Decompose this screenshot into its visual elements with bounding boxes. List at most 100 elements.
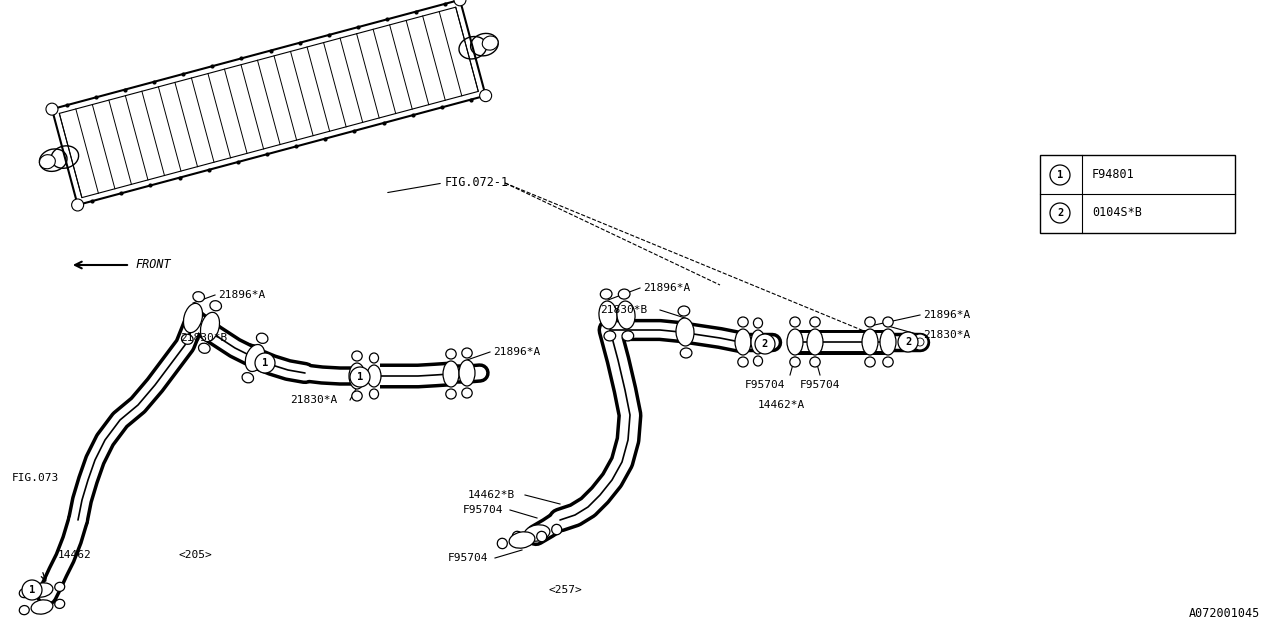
Ellipse shape — [600, 289, 612, 299]
Text: 1: 1 — [29, 585, 35, 595]
Ellipse shape — [790, 357, 800, 367]
Circle shape — [22, 580, 42, 600]
Circle shape — [255, 353, 275, 373]
Text: 1: 1 — [1057, 170, 1064, 180]
Text: F95704: F95704 — [800, 380, 841, 390]
Circle shape — [755, 334, 774, 354]
Ellipse shape — [31, 583, 52, 597]
Ellipse shape — [462, 388, 472, 398]
Ellipse shape — [246, 344, 265, 371]
Ellipse shape — [881, 329, 896, 355]
Text: F95704: F95704 — [463, 505, 503, 515]
Text: 2: 2 — [905, 337, 911, 347]
Text: 21830*A: 21830*A — [291, 395, 337, 405]
Text: <205>: <205> — [178, 550, 212, 560]
Ellipse shape — [787, 329, 803, 355]
Circle shape — [899, 332, 918, 352]
Text: 0104S*B: 0104S*B — [1092, 207, 1142, 220]
Ellipse shape — [19, 589, 29, 598]
Ellipse shape — [790, 317, 800, 327]
Ellipse shape — [198, 343, 210, 353]
Bar — [1039, 155, 1235, 233]
Circle shape — [911, 334, 928, 350]
Ellipse shape — [865, 357, 876, 367]
Ellipse shape — [754, 356, 763, 366]
Ellipse shape — [680, 348, 692, 358]
Ellipse shape — [599, 301, 617, 329]
Text: FRONT: FRONT — [134, 259, 170, 271]
Ellipse shape — [737, 357, 749, 367]
Ellipse shape — [806, 329, 823, 355]
Ellipse shape — [524, 525, 550, 541]
Text: 1: 1 — [262, 358, 268, 368]
Ellipse shape — [183, 303, 202, 333]
Text: 21896*A: 21896*A — [643, 283, 690, 293]
Ellipse shape — [193, 292, 205, 302]
Ellipse shape — [861, 329, 878, 355]
Circle shape — [72, 199, 83, 211]
Text: 21896*A: 21896*A — [218, 290, 265, 300]
Text: 21830*B: 21830*B — [180, 333, 228, 343]
Text: 14462*A: 14462*A — [758, 400, 805, 410]
Text: F95704: F95704 — [448, 553, 489, 563]
Ellipse shape — [370, 389, 379, 399]
Ellipse shape — [865, 317, 876, 327]
Ellipse shape — [55, 582, 65, 591]
Ellipse shape — [883, 317, 893, 327]
Ellipse shape — [617, 301, 635, 329]
Ellipse shape — [737, 317, 749, 327]
Ellipse shape — [810, 317, 820, 327]
Text: <257>: <257> — [548, 585, 582, 595]
Ellipse shape — [676, 318, 694, 346]
Ellipse shape — [352, 351, 362, 361]
Ellipse shape — [678, 306, 690, 316]
Ellipse shape — [370, 353, 379, 363]
Ellipse shape — [483, 36, 498, 50]
Ellipse shape — [751, 330, 765, 354]
Ellipse shape — [604, 331, 616, 341]
Text: 2: 2 — [1057, 208, 1064, 218]
Ellipse shape — [349, 363, 365, 389]
Ellipse shape — [182, 334, 193, 344]
Ellipse shape — [552, 524, 562, 535]
Text: 21896*A: 21896*A — [923, 310, 970, 320]
Ellipse shape — [367, 365, 381, 387]
Ellipse shape — [462, 348, 472, 358]
Circle shape — [46, 103, 58, 115]
Text: F95704: F95704 — [745, 380, 786, 390]
Text: 21830*B: 21830*B — [600, 305, 648, 315]
Text: FIG.073: FIG.073 — [12, 473, 59, 483]
Text: F94801: F94801 — [1092, 168, 1135, 182]
Circle shape — [454, 0, 466, 6]
Ellipse shape — [19, 605, 29, 614]
Ellipse shape — [352, 391, 362, 401]
Ellipse shape — [210, 301, 221, 311]
Ellipse shape — [618, 289, 630, 299]
Text: 14462*B: 14462*B — [468, 490, 516, 500]
Ellipse shape — [460, 360, 475, 386]
Ellipse shape — [55, 599, 65, 609]
Ellipse shape — [509, 532, 535, 548]
Ellipse shape — [201, 312, 220, 342]
Text: A072001045: A072001045 — [1189, 607, 1260, 620]
Ellipse shape — [256, 333, 268, 344]
Text: 21830*A: 21830*A — [923, 330, 970, 340]
Ellipse shape — [40, 155, 55, 169]
Text: 14462: 14462 — [58, 550, 92, 560]
Ellipse shape — [512, 531, 522, 541]
Ellipse shape — [735, 329, 751, 355]
Ellipse shape — [445, 349, 456, 359]
Ellipse shape — [754, 318, 763, 328]
Circle shape — [1050, 203, 1070, 223]
Ellipse shape — [242, 372, 253, 383]
Ellipse shape — [445, 389, 456, 399]
Ellipse shape — [443, 361, 460, 387]
Circle shape — [349, 367, 370, 387]
Circle shape — [1050, 165, 1070, 185]
Ellipse shape — [31, 600, 52, 614]
Ellipse shape — [883, 357, 893, 367]
Text: FIG.072-1: FIG.072-1 — [445, 177, 509, 189]
Text: 2: 2 — [762, 339, 768, 349]
Text: 21896*A: 21896*A — [493, 347, 540, 357]
Text: 1: 1 — [357, 372, 364, 382]
